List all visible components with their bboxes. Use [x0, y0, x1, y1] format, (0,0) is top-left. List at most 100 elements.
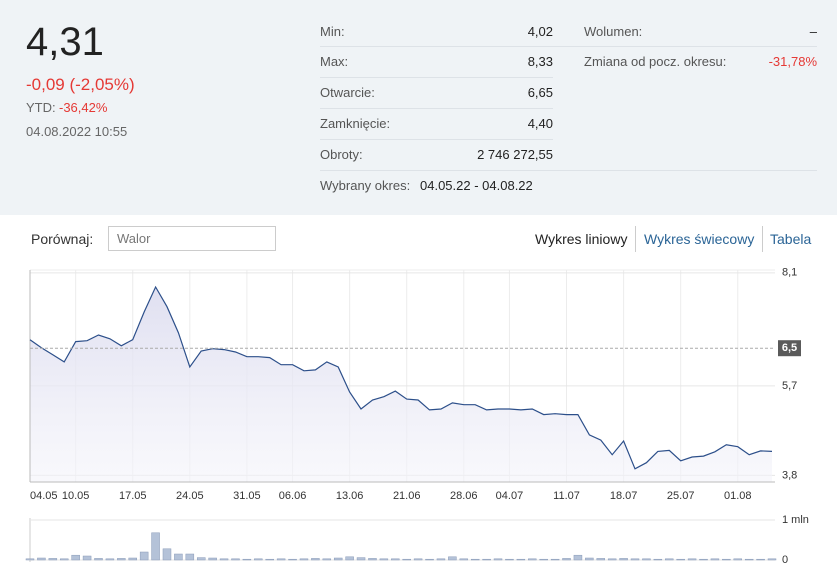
volume-bar: [368, 558, 377, 561]
volume-bar: [71, 554, 80, 561]
stat-label: Max:: [320, 54, 349, 69]
x-tick-label: 04.07: [496, 490, 524, 502]
volume-bar: [231, 558, 240, 561]
volume-bar: [128, 557, 137, 561]
volume-bar: [665, 558, 674, 561]
stat-value: 4,40: [527, 116, 553, 131]
volume-bar: [482, 558, 491, 561]
volume-bar: [573, 554, 583, 561]
volume-bar: [585, 557, 594, 561]
x-tick-label: 24.05: [176, 490, 204, 502]
volume-bar: [94, 558, 103, 561]
volume-bar: [459, 558, 469, 561]
volume-bar: [699, 558, 708, 561]
volume-bar: [276, 558, 286, 561]
tab-active[interactable]: Wykres liniowy: [535, 231, 628, 247]
volume-bar: [653, 558, 663, 561]
volume-bar: [219, 558, 229, 561]
stat-value: 4,02: [527, 24, 553, 39]
compare-label: Porównaj:: [31, 231, 94, 247]
datetime: 04.08.2022 10:55: [26, 124, 128, 139]
volume-bar: [151, 532, 160, 561]
quote-panel: 4,31 -0,09 (-2,05%) YTD: -36,42% 04.08.2…: [0, 0, 837, 215]
volume-bar: [254, 558, 263, 561]
volume-bar: [767, 558, 777, 561]
x-tick-label: 21.06: [393, 490, 421, 502]
volume-bar: [162, 548, 172, 561]
volume-bar: [139, 551, 149, 561]
volume-bar: [756, 558, 765, 561]
volume-bar: [402, 558, 411, 561]
x-tick-label: 10.05: [62, 490, 90, 502]
stat-label: Zamknięcie:: [320, 116, 391, 131]
stat-label: Obroty:: [320, 147, 363, 162]
stat-label: Zmiana od pocz. okresu:: [584, 54, 727, 69]
x-tick-label: 18.07: [610, 490, 638, 502]
tab[interactable]: Tabela: [770, 231, 812, 247]
volume-bar: [744, 558, 754, 561]
x-tick-label: 01.08: [724, 490, 752, 502]
y-tick-label: 0: [782, 554, 788, 566]
volume-bar: [413, 558, 423, 561]
volume-bar: [710, 558, 720, 561]
reference-badge: [778, 340, 801, 357]
volume-bar: [265, 558, 274, 561]
x-tick-label: 25.07: [667, 490, 695, 502]
x-tick-label: 04.05: [30, 490, 58, 502]
volume-bar: [59, 558, 69, 561]
volume-bar: [516, 558, 526, 561]
volume-bar: [687, 558, 697, 561]
x-tick-label: 06.06: [279, 490, 307, 502]
volume-bar: [242, 558, 252, 561]
volume-bar: [550, 558, 560, 561]
y-tick-label: 3,8: [782, 469, 797, 481]
reference-label: 6,5: [782, 342, 797, 354]
change: -0,09 (-2,05%): [26, 75, 135, 94]
volume-bar: [333, 557, 343, 561]
volume-bar: [630, 558, 640, 561]
volume-bar: [436, 558, 446, 561]
volume-bar: [196, 557, 206, 561]
compare-input[interactable]: Walor: [108, 226, 276, 251]
volume-bar: [470, 558, 480, 561]
stat-value: 6,65: [527, 85, 553, 100]
x-tick-label: 28.06: [450, 490, 478, 502]
x-tick-label: 31.05: [233, 490, 261, 502]
ytd: -36,42%: [59, 100, 108, 115]
volume-bar: [493, 558, 503, 561]
volume-bar: [619, 558, 628, 561]
price-line: [29, 285, 773, 470]
stat-label: Otwarcie:: [320, 85, 375, 100]
stat-value: 8,33: [527, 54, 553, 69]
ytd-label: YTD:: [26, 100, 56, 115]
volume-bar: [322, 558, 332, 561]
volume-bar: [208, 557, 217, 561]
volume-bar: [676, 558, 685, 561]
stat-value: -31,78%: [768, 54, 817, 69]
stat-label: Wolumen:: [584, 24, 643, 39]
y-tick-label: 8,1: [782, 267, 797, 279]
period: 04.05.22 - 04.08.22: [420, 178, 533, 193]
stat-value: 2 746 272,55: [477, 147, 553, 162]
volume-bar: [505, 558, 514, 561]
y-tick-label: 5,7: [782, 380, 797, 392]
volume-bar: [539, 558, 548, 561]
volume-bar: [391, 558, 400, 561]
price: 4,31: [26, 20, 104, 64]
volume-bar: [425, 558, 434, 561]
volume-bar: [37, 557, 46, 561]
volume-bar: [642, 558, 651, 561]
volume-bar: [596, 558, 606, 561]
x-tick-label: 17.05: [119, 490, 147, 502]
volume-bar: [185, 553, 195, 561]
volume-bar: [607, 558, 617, 561]
x-tick-label: 11.07: [553, 490, 580, 502]
volume-bar: [299, 558, 309, 561]
tab[interactable]: Wykres świecowy: [644, 231, 755, 247]
volume-bar: [733, 558, 743, 561]
volume-bar: [356, 557, 366, 561]
y-tick-label: 1 mln: [782, 514, 809, 526]
stat-label: Min:: [320, 24, 345, 39]
volume-bar: [82, 555, 92, 561]
